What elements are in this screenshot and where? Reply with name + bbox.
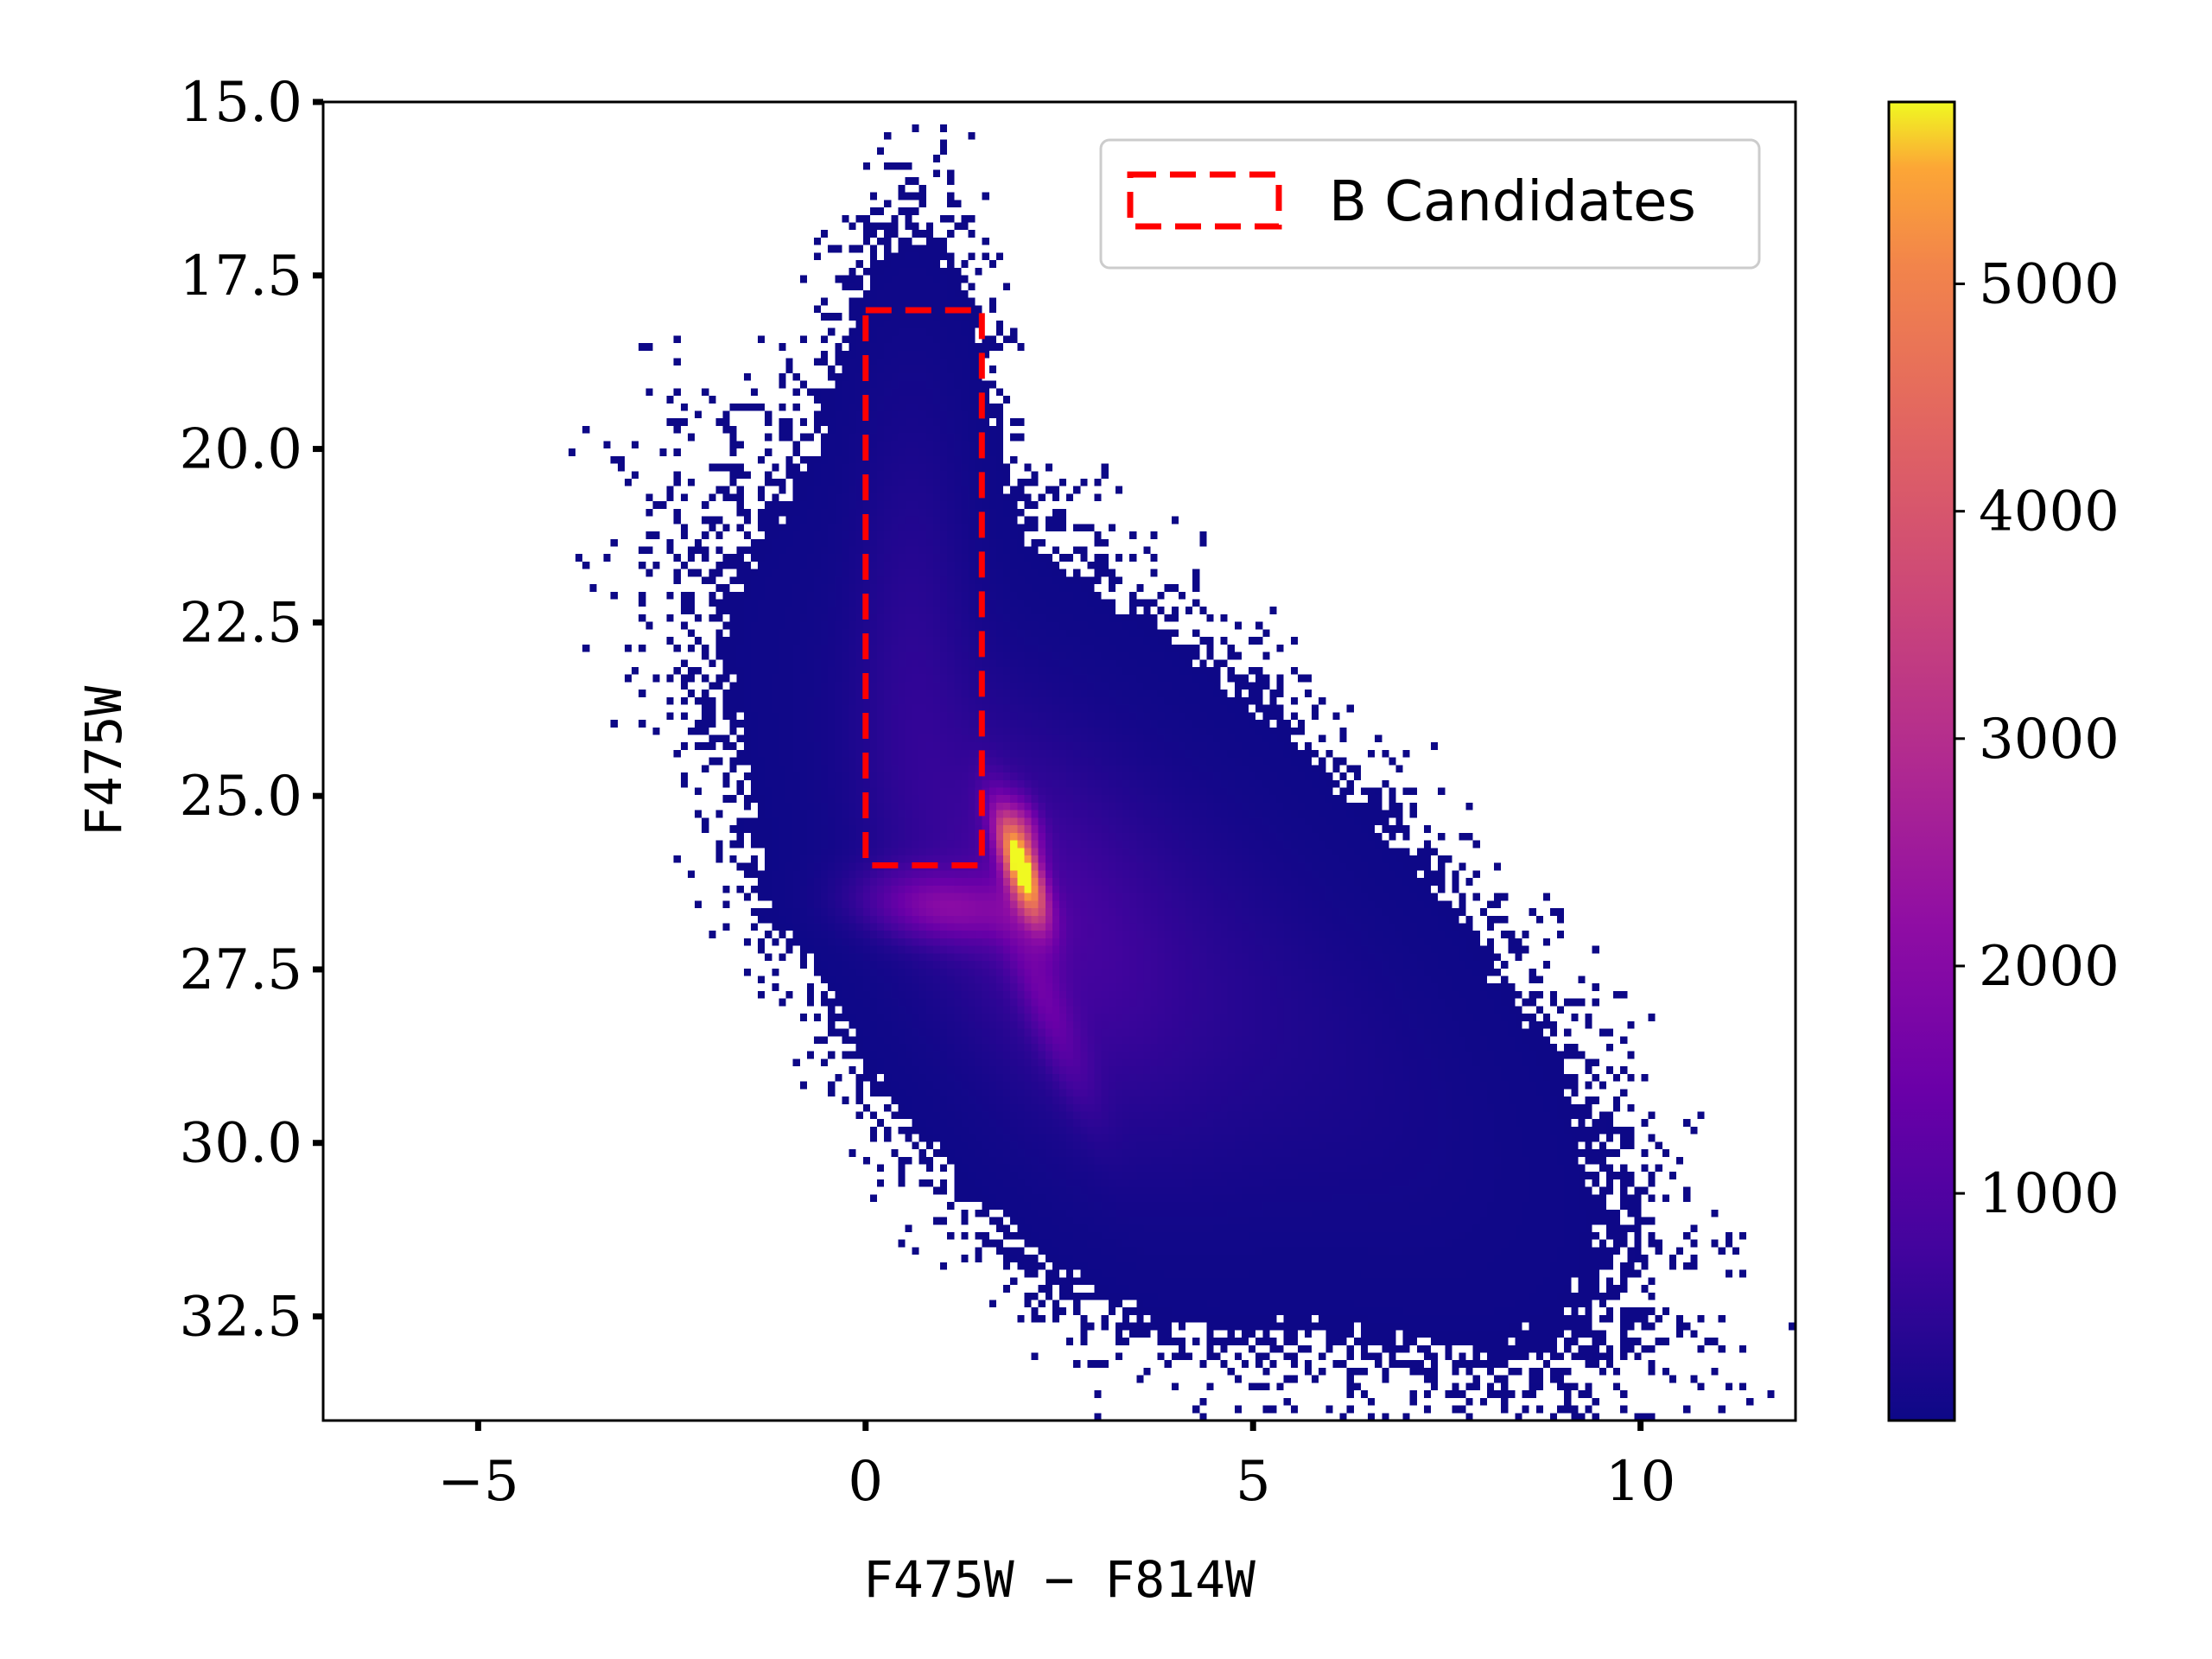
plot-frame [321,100,1797,1422]
colorbar-tick-label: 5000 [1979,253,2120,317]
x-axis-label: F475W − F814W [863,1550,1255,1609]
colorbar-tick-label: 4000 [1979,480,2120,544]
y-tick-label: 30.0 [180,1112,303,1176]
y-tick-label: 27.5 [180,938,303,1002]
y-tick-label: 32.5 [180,1286,303,1350]
legend: B Candidates [1099,138,1761,270]
legend-label: B Candidates [1329,170,1696,234]
b-candidates-region [862,307,985,868]
y-tick-label: 20.0 [180,418,303,482]
colorbar-tick-label: 1000 [1979,1162,2120,1226]
x-tick-label: 0 [848,1450,883,1514]
heatmap-image [323,102,1796,1421]
colorbar-frame [1887,100,1956,1422]
y-tick-label: 22.5 [180,591,303,655]
colorbar-gradient [1889,102,1955,1421]
heatmap [323,102,1796,1421]
colorbar-tick-label: 3000 [1979,708,2120,772]
colorbar-ticks: 1000 2000 3000 4000 5000 [1955,253,2120,1226]
y-tick-label: 15.0 [180,71,303,135]
y-axis: 15.0 17.5 20.0 22.5 25.0 27.5 30.0 32.5 [180,71,323,1350]
legend-swatch [1127,171,1282,230]
y-tick-label: 25.0 [180,765,303,829]
y-tick-label: 17.5 [180,245,303,308]
y-axis-label: F475W [74,686,133,837]
colorbar: 1000 2000 3000 4000 5000 [1887,100,2120,1422]
colorbar-tick-label: 2000 [1979,935,2120,999]
x-tick-label: −5 [437,1450,518,1514]
x-tick-label: 5 [1236,1450,1271,1514]
x-tick-label: 10 [1605,1450,1675,1514]
x-axis: −5 0 5 10 [437,1421,1675,1514]
